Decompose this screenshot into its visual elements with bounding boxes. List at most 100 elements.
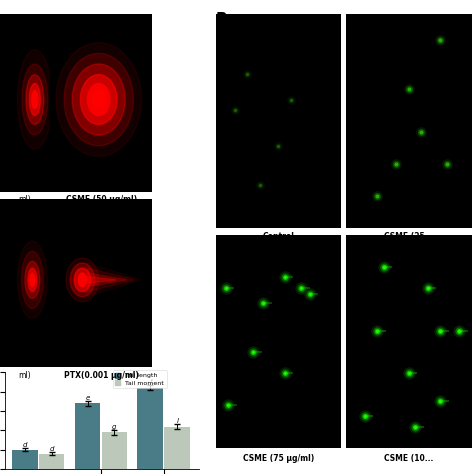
Point xyxy=(287,96,295,103)
Point xyxy=(275,143,283,150)
Polygon shape xyxy=(92,91,105,109)
Point xyxy=(437,397,444,405)
Point xyxy=(361,412,369,420)
Point xyxy=(281,273,289,281)
Polygon shape xyxy=(88,263,139,297)
Polygon shape xyxy=(18,241,47,319)
Point xyxy=(225,401,232,409)
Polygon shape xyxy=(56,43,141,156)
Point xyxy=(260,299,267,307)
Point xyxy=(374,327,381,335)
Point xyxy=(443,160,450,167)
Point xyxy=(437,36,444,44)
Point xyxy=(380,263,387,270)
Point xyxy=(297,284,305,292)
Point xyxy=(443,160,450,167)
Point xyxy=(380,263,387,270)
Point xyxy=(455,327,463,335)
Point xyxy=(306,291,314,298)
Point xyxy=(281,370,289,377)
Point xyxy=(275,143,283,150)
Point xyxy=(361,412,369,420)
Point xyxy=(443,160,450,167)
Point xyxy=(392,160,400,167)
Point xyxy=(424,284,431,292)
Bar xyxy=(38,454,64,469)
Point xyxy=(455,327,463,335)
Polygon shape xyxy=(88,273,126,287)
Point xyxy=(455,327,463,335)
Point xyxy=(411,423,419,430)
Point xyxy=(380,263,387,270)
Point xyxy=(225,401,232,409)
Point xyxy=(281,370,289,377)
Polygon shape xyxy=(81,75,117,124)
Point xyxy=(231,107,238,114)
Point xyxy=(411,423,419,430)
Point xyxy=(405,85,412,93)
Text: PTX(0.001 μg/ml): PTX(0.001 μg/ml) xyxy=(64,371,139,380)
Point xyxy=(306,291,314,298)
Polygon shape xyxy=(32,91,38,109)
Polygon shape xyxy=(30,273,35,287)
Point xyxy=(297,284,305,292)
Point xyxy=(287,96,295,103)
Point xyxy=(374,327,381,335)
Point xyxy=(281,370,289,377)
Text: d: d xyxy=(22,442,27,448)
Point xyxy=(405,370,412,377)
Point xyxy=(260,299,267,307)
Point xyxy=(418,128,425,136)
Text: d: d xyxy=(49,446,54,452)
Point xyxy=(222,284,229,292)
Text: ml): ml) xyxy=(18,195,31,204)
Point xyxy=(411,423,419,430)
Point xyxy=(249,348,257,356)
Point xyxy=(374,191,381,199)
Point xyxy=(437,397,444,405)
Text: CSME (75 μg/ml): CSME (75 μg/ml) xyxy=(243,454,314,463)
Bar xyxy=(74,403,100,469)
Point xyxy=(281,273,289,281)
Point xyxy=(392,160,400,167)
Polygon shape xyxy=(88,276,116,283)
Text: CSME (25...: CSME (25... xyxy=(384,232,433,241)
Point xyxy=(374,191,381,199)
Point xyxy=(437,327,444,335)
Point xyxy=(418,128,425,136)
Point xyxy=(418,128,425,136)
Point xyxy=(374,327,381,335)
Point xyxy=(361,412,369,420)
Point xyxy=(424,284,431,292)
Point xyxy=(437,327,444,335)
Point xyxy=(405,85,412,93)
Point xyxy=(374,327,381,335)
Polygon shape xyxy=(28,268,37,292)
Point xyxy=(231,107,238,114)
Point xyxy=(437,36,444,44)
Point xyxy=(306,291,314,298)
Text: CSME (50 μg/ml): CSME (50 μg/ml) xyxy=(66,195,137,204)
Point xyxy=(287,96,295,103)
Point xyxy=(411,423,419,430)
Point xyxy=(222,284,229,292)
Text: e: e xyxy=(85,395,90,401)
Point xyxy=(306,291,314,298)
Bar xyxy=(12,450,37,469)
Point xyxy=(405,370,412,377)
Text: Control: Control xyxy=(263,232,294,241)
Point xyxy=(437,327,444,335)
Point xyxy=(424,284,431,292)
Point xyxy=(256,181,264,189)
Text: f: f xyxy=(149,379,152,385)
Point xyxy=(260,299,267,307)
Polygon shape xyxy=(66,258,99,302)
Point xyxy=(260,299,267,307)
Point xyxy=(256,181,264,189)
Point xyxy=(249,348,257,356)
Point xyxy=(437,397,444,405)
Text: g: g xyxy=(112,424,117,430)
Point xyxy=(405,370,412,377)
Text: l: l xyxy=(176,418,178,424)
Point xyxy=(297,284,305,292)
